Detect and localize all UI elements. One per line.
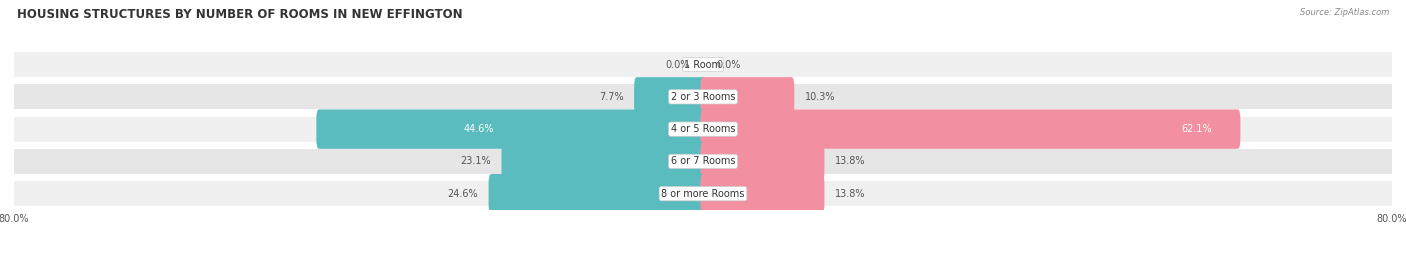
Bar xyxy=(14,149,1392,174)
Text: 0.0%: 0.0% xyxy=(665,59,690,70)
Text: 62.1%: 62.1% xyxy=(1181,124,1212,134)
Bar xyxy=(14,181,1392,206)
Text: 13.8%: 13.8% xyxy=(835,189,865,199)
Text: 44.6%: 44.6% xyxy=(463,124,494,134)
Text: HOUSING STRUCTURES BY NUMBER OF ROOMS IN NEW EFFINGTON: HOUSING STRUCTURES BY NUMBER OF ROOMS IN… xyxy=(17,8,463,21)
Text: 7.7%: 7.7% xyxy=(599,92,624,102)
Bar xyxy=(14,84,1392,109)
FancyBboxPatch shape xyxy=(316,109,706,149)
FancyBboxPatch shape xyxy=(502,142,706,181)
Text: 0.0%: 0.0% xyxy=(716,59,741,70)
Bar xyxy=(14,52,1392,77)
Text: 6 or 7 Rooms: 6 or 7 Rooms xyxy=(671,156,735,167)
Text: 1 Room: 1 Room xyxy=(685,59,721,70)
Text: 10.3%: 10.3% xyxy=(804,92,835,102)
FancyBboxPatch shape xyxy=(700,174,824,213)
Text: 8 or more Rooms: 8 or more Rooms xyxy=(661,189,745,199)
Text: 13.8%: 13.8% xyxy=(835,156,865,167)
Text: 24.6%: 24.6% xyxy=(447,189,478,199)
Text: 4 or 5 Rooms: 4 or 5 Rooms xyxy=(671,124,735,134)
FancyBboxPatch shape xyxy=(700,77,794,116)
FancyBboxPatch shape xyxy=(634,77,706,116)
Text: 2 or 3 Rooms: 2 or 3 Rooms xyxy=(671,92,735,102)
Text: 23.1%: 23.1% xyxy=(461,156,491,167)
FancyBboxPatch shape xyxy=(700,109,1240,149)
Text: Source: ZipAtlas.com: Source: ZipAtlas.com xyxy=(1299,8,1389,17)
FancyBboxPatch shape xyxy=(700,142,824,181)
Bar xyxy=(14,116,1392,142)
FancyBboxPatch shape xyxy=(488,174,706,213)
